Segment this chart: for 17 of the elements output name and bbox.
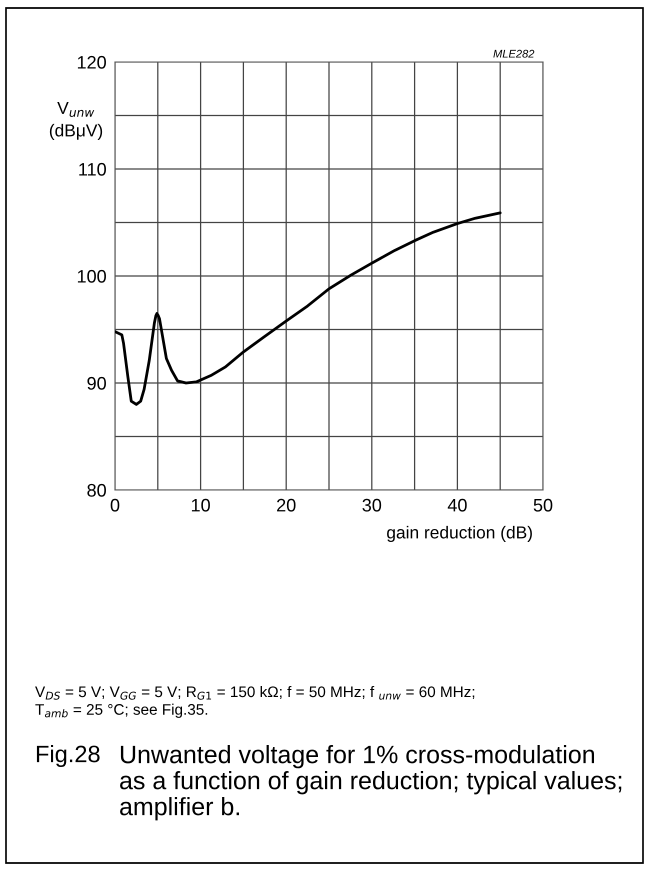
text: Fig.28 Unwanted voltage for 1% cross-modulation as a function of gain reduction; typical values; amplifier b. [36,745,622,820]
x-tick-label: 10 [192,498,210,512]
x-axis-title: gain reduction (dB) [387,526,532,542]
x-tick-label: 40 [448,498,467,512]
line-series [115,211,502,406]
y-tick-label: 90 [87,376,106,390]
y-tick-label: 80 [87,484,106,497]
x-tick-label: 50 [534,498,552,512]
x-tick-label: 20 [277,498,296,512]
y-tick-label: 120 [78,56,106,69]
y-axis-title: V$_{unw}$ (dBμV) [50,102,102,140]
x-tick-label: 30 [362,498,382,512]
text: MLE282 [493,50,534,58]
x-tick-label: 0 [110,498,120,512]
y-tick-label: 110 [79,162,106,176]
y-tick-label: 100 [78,270,106,283]
text: V$_{DS}$ = 5 V; V$_{GG}$ = 5 V; R$_{G1}$ = 150 kΩ; f = 50 MHz; f $_{unw}$ = 60 MHz; T$_{amb}$ = 25 °C; see Fig.35. [35,686,474,718]
